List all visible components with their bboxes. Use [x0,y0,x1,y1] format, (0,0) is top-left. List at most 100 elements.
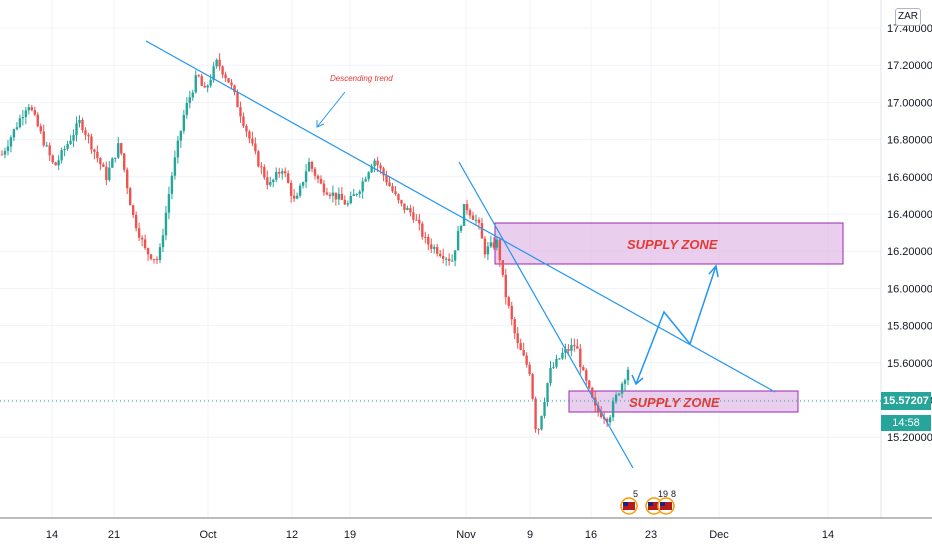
candle-body [489,242,493,247]
us-flag-icon-canton [648,502,653,506]
candle-body [439,253,442,256]
candle-body [233,85,236,93]
candle-body [266,177,269,185]
candle-body [436,247,439,254]
candle-body [260,166,263,168]
price-tick-label: 16.40000 [887,209,932,221]
candle-body [334,192,338,200]
us-flag-icon-canton [660,502,665,506]
candle-body [117,143,120,158]
candle-body [69,140,72,145]
candle-body [450,260,454,262]
candle-body [421,223,424,237]
candle-body [36,114,39,127]
candle-countdown-tag: 14:58 [881,415,931,431]
candle-body [18,118,22,128]
event-marker-1[interactable]: 5 [620,489,638,515]
candle-body [596,405,600,412]
price-tick-label: 16.80000 [887,135,932,147]
us-flag-icon-stripes [648,502,660,510]
candle-body [349,196,352,204]
candle-body [134,214,138,229]
candle-body [477,219,481,224]
candle-body [54,162,57,166]
candle-body [75,123,78,136]
candle-body [319,178,323,184]
candle-body [459,225,463,231]
candle-body [525,355,528,365]
candle-body [90,136,93,150]
candle-body [60,149,63,161]
currency-badge[interactable]: ZAR [895,8,921,26]
candle-body [286,173,290,183]
price-tick-label: 15.60000 [887,358,932,370]
candle-body [149,254,153,260]
candle-body [78,120,81,124]
candle-body [15,127,19,130]
descending-trend-arrowhead [316,120,325,128]
event-marker-3[interactable]: 8 [657,489,676,515]
upper-supply-zone[interactable] [494,222,844,265]
candle-body [99,158,102,165]
candle-body [215,59,218,67]
candle-body [188,97,191,103]
steep-trendline[interactable] [458,161,634,469]
candle-body [400,200,403,204]
us-flag-icon-canton [623,502,628,506]
candle-body [588,380,591,388]
candle-body [373,160,376,167]
price-axis[interactable]: 17.40000 17.20000 17.00000 16.80000 16.60000… [887,23,932,444]
projection-path[interactable] [635,265,717,385]
price-tick-label: 16.20000 [887,246,932,258]
candle-body [585,370,588,381]
candle-body [146,248,150,255]
candle-body [239,107,242,117]
candle-body [468,210,472,216]
candle-body [528,364,531,375]
candle-body [415,219,418,221]
candle-body [108,167,111,181]
candle-body [406,208,409,211]
candle-body [158,247,162,260]
candle-body [221,66,224,75]
candle-body [63,148,66,150]
candle-body [352,194,355,197]
candle-body [170,175,174,194]
candle-body [340,193,344,200]
candle-body [510,305,513,320]
candle-body [552,366,555,368]
candle-body [194,75,197,93]
candle-body [346,203,349,205]
candle-body [471,215,475,220]
candle-body [313,168,317,176]
candle-body [21,117,25,119]
candle-body [430,244,433,249]
candle-body [51,155,54,163]
candle-body [203,85,206,88]
candle-body [257,151,260,167]
candle-body [105,166,108,181]
candle-body [161,235,165,248]
time-tick-label: 9 [527,529,533,541]
candle-body [611,401,615,418]
candle-body [465,204,469,211]
candle-body [66,144,69,149]
candle-body [498,239,502,261]
candle-body [30,107,34,111]
projection-arrowhead-up [708,264,719,278]
candle-body [501,260,504,275]
candle-body [540,416,543,430]
candle-body [218,59,221,67]
candle-body [269,182,272,185]
candle-body [245,125,248,132]
candle-body [0,154,4,156]
candle-body [409,208,412,213]
candle-body [456,230,460,251]
candle-body [96,151,99,159]
descending-trendline[interactable] [145,40,776,393]
price-tick-label: 17.00000 [887,97,932,109]
time-axis[interactable]: 14 21 Oct 12 19 Nov 9 16 23 Dec 14 [46,529,834,541]
candle-body [626,369,630,381]
candle-body [167,193,171,213]
